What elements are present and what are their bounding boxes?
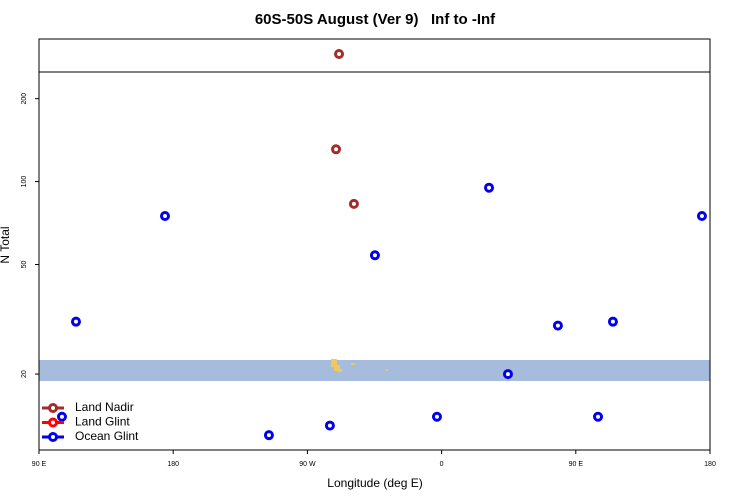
legend-marker	[48, 403, 58, 413]
point	[696, 210, 707, 221]
map-strip	[39, 360, 710, 381]
point	[331, 144, 342, 155]
x-tick-label: 180	[704, 461, 716, 468]
point	[484, 182, 495, 193]
point	[431, 411, 442, 422]
point	[334, 49, 345, 59]
x-tick-label: 0	[440, 461, 444, 468]
point	[348, 198, 359, 209]
land-dots	[331, 359, 388, 372]
x-tick-label: 90 E	[32, 461, 47, 468]
point	[70, 316, 81, 327]
point	[502, 369, 513, 380]
chart-title: 60S-50S August (Ver 9) Inf to -Inf	[255, 11, 496, 28]
legend-label: Land Nadir	[75, 400, 134, 414]
plot-frame	[38, 38, 711, 451]
point	[552, 320, 563, 331]
point	[593, 411, 604, 422]
y-tick-label: 200	[21, 93, 28, 105]
point	[56, 411, 67, 422]
y-tick-label: 50	[21, 260, 28, 268]
x-tick-label: 90 E	[569, 461, 584, 468]
legend-marker	[48, 417, 58, 428]
x-axis-label: Longitude (deg E)	[327, 476, 422, 490]
x-tick-label: 90 W	[299, 461, 316, 468]
y-axis-label: N Total	[0, 226, 12, 263]
point	[159, 210, 170, 221]
legend-label: Land Glint	[75, 415, 130, 429]
point	[324, 420, 335, 431]
point	[369, 250, 380, 261]
y-tick-label: 100	[21, 176, 28, 188]
legend-label: Ocean Glint	[75, 429, 139, 443]
x-tick-label: 180	[167, 461, 179, 468]
y-tick-label: 20	[21, 370, 28, 378]
point	[607, 316, 618, 327]
point	[263, 430, 274, 441]
legend-marker	[48, 432, 58, 442]
